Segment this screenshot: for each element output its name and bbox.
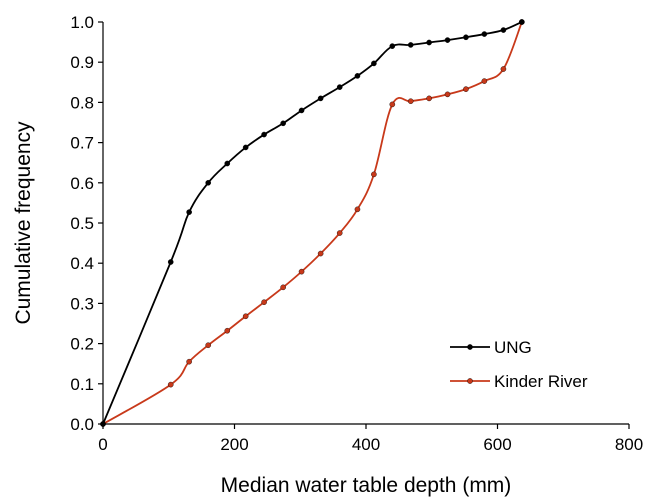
data-point xyxy=(167,259,174,265)
data-point xyxy=(426,39,432,46)
data-point xyxy=(336,230,343,236)
data-point xyxy=(481,31,488,37)
y-tick-label: 0.3 xyxy=(70,294,94,313)
series-line xyxy=(102,21,523,425)
data-point xyxy=(317,95,324,102)
legend-item: UNG xyxy=(450,338,532,357)
series-line xyxy=(102,21,523,425)
legend-label: Kinder River xyxy=(494,372,588,391)
data-point xyxy=(444,91,451,98)
data-point xyxy=(242,313,249,320)
data-point xyxy=(224,160,231,167)
data-point xyxy=(280,284,286,291)
legend-label: UNG xyxy=(494,338,532,357)
x-axis-title: Median water table depth (mm) xyxy=(221,474,512,497)
data-point xyxy=(261,299,267,305)
y-axis-title: Cumulative frequency xyxy=(12,121,35,325)
y-tick-label: 0.0 xyxy=(70,415,94,434)
data-point xyxy=(389,101,396,108)
data-point xyxy=(500,27,507,33)
data-point xyxy=(519,19,525,25)
data-point xyxy=(407,42,414,48)
x-tick-label: 800 xyxy=(615,435,643,454)
legend: UNG Kinder River xyxy=(450,338,588,391)
legend-item: Kinder River xyxy=(450,372,588,391)
y-tick-label: 0.9 xyxy=(70,53,94,72)
legend-swatch-marker xyxy=(467,378,473,384)
y-tick-label: 0.5 xyxy=(70,214,94,233)
y-tick-label: 0.4 xyxy=(70,254,94,273)
y-tick-label: 0.1 xyxy=(70,375,94,394)
data-point xyxy=(407,98,414,104)
data-point xyxy=(280,120,286,127)
data-point xyxy=(317,250,324,257)
data-point xyxy=(224,327,231,334)
data-point xyxy=(261,131,267,138)
data-point xyxy=(336,84,343,90)
data-point xyxy=(186,209,192,215)
x-tick-label: 200 xyxy=(220,435,248,454)
y-tick-label: 0.8 xyxy=(70,93,94,112)
x-tick-label: 600 xyxy=(483,435,511,454)
data-point xyxy=(481,78,488,84)
data-point xyxy=(389,43,396,49)
data-point xyxy=(354,206,361,213)
y-tick-label: 0.7 xyxy=(70,134,94,153)
data-point xyxy=(444,37,451,43)
series-kinder-river xyxy=(100,19,525,427)
legend-swatch-marker xyxy=(467,344,473,350)
data-point xyxy=(186,358,192,365)
data-point xyxy=(371,60,377,67)
series-layer xyxy=(100,19,525,427)
data-point xyxy=(500,66,507,72)
data-point xyxy=(205,342,211,349)
data-point xyxy=(298,107,305,114)
data-point xyxy=(167,381,174,388)
y-tick-label: 0.2 xyxy=(70,335,94,354)
data-point xyxy=(100,421,106,427)
y-tick-label: 0.6 xyxy=(70,174,94,193)
y-tick-label: 1.0 xyxy=(70,13,94,32)
data-point xyxy=(354,73,361,79)
data-point xyxy=(298,268,305,275)
data-point xyxy=(426,95,432,102)
axes: 0.0 0.1 0.2 0.3 0.4 0.5 0.6 0.7 0.8 0.9 1.0 0 200 400… xyxy=(70,13,643,454)
x-tick-label: 400 xyxy=(352,435,380,454)
x-tick-label: 0 xyxy=(98,435,107,454)
data-point xyxy=(205,179,211,186)
data-point xyxy=(463,86,469,92)
data-point xyxy=(371,171,377,178)
data-point xyxy=(242,144,249,151)
series-ung xyxy=(100,19,525,427)
data-point xyxy=(463,34,469,41)
